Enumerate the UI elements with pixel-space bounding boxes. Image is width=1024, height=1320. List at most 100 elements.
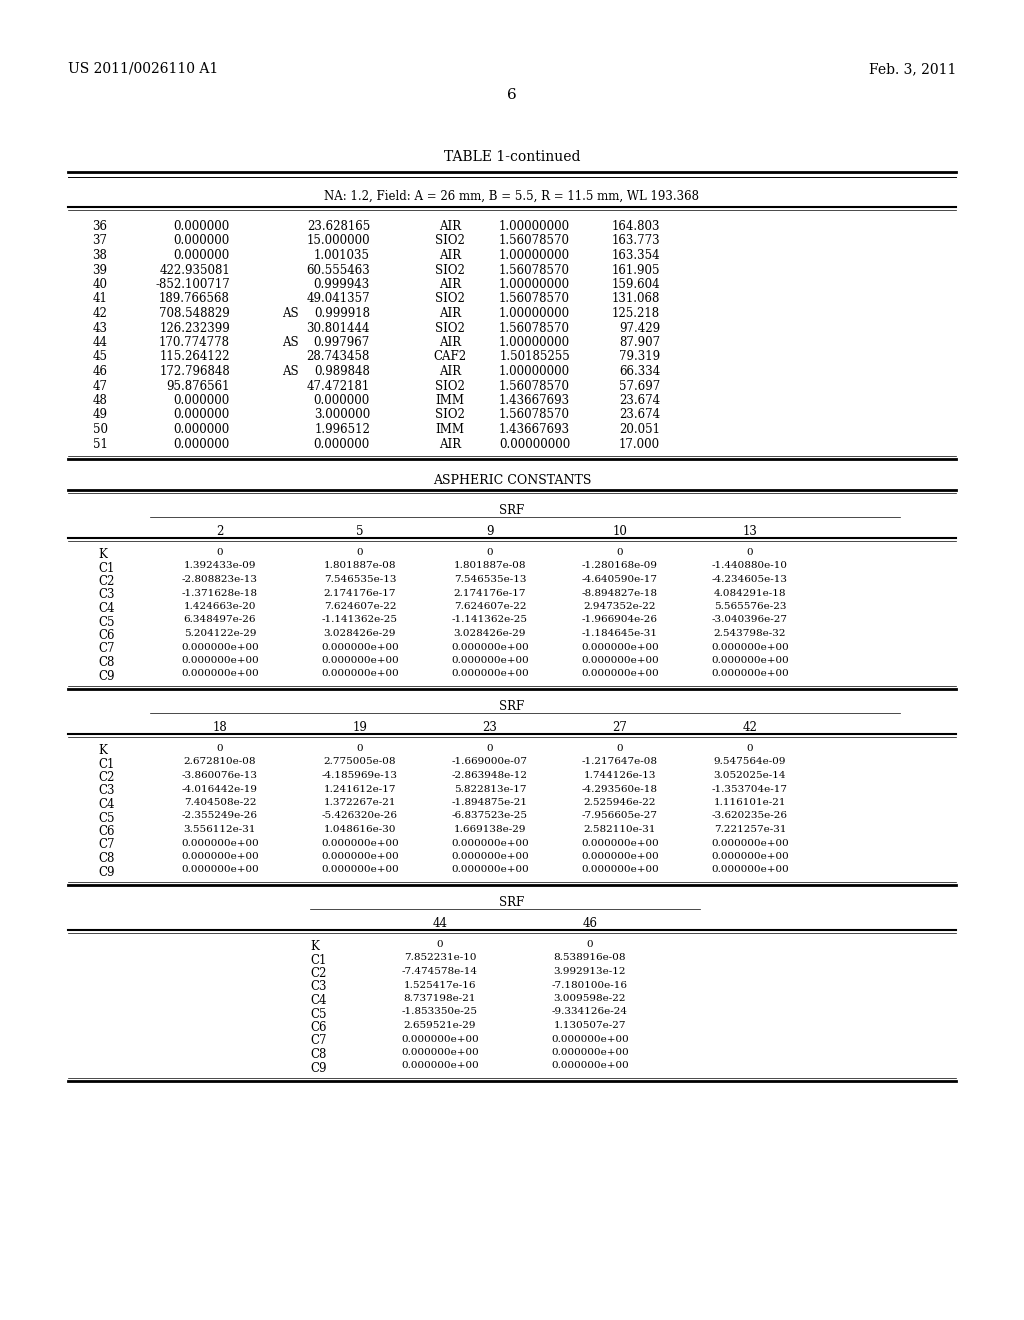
Text: C6: C6 xyxy=(98,630,115,642)
Text: -7.180100e-16: -7.180100e-16 xyxy=(552,981,628,990)
Text: 0.000000e+00: 0.000000e+00 xyxy=(711,656,788,665)
Text: 20.051: 20.051 xyxy=(618,422,660,436)
Text: 46: 46 xyxy=(92,366,108,378)
Text: C3: C3 xyxy=(98,589,115,602)
Text: C7: C7 xyxy=(310,1035,327,1048)
Text: 23: 23 xyxy=(482,721,498,734)
Text: 1.801887e-08: 1.801887e-08 xyxy=(324,561,396,570)
Text: -2.863948e-12: -2.863948e-12 xyxy=(452,771,528,780)
Text: 0.000000e+00: 0.000000e+00 xyxy=(181,838,259,847)
Text: 0.000000: 0.000000 xyxy=(174,235,230,248)
Text: 0: 0 xyxy=(356,548,364,557)
Text: 1.996512: 1.996512 xyxy=(314,422,370,436)
Text: SRF: SRF xyxy=(500,504,524,517)
Text: 18: 18 xyxy=(213,721,227,734)
Text: C1: C1 xyxy=(98,758,115,771)
Text: 1.43667693: 1.43667693 xyxy=(499,422,570,436)
Text: 0: 0 xyxy=(587,940,593,949)
Text: 1.00000000: 1.00000000 xyxy=(499,337,570,348)
Text: -1.966904e-26: -1.966904e-26 xyxy=(582,615,658,624)
Text: -3.620235e-26: -3.620235e-26 xyxy=(712,812,788,821)
Text: 27: 27 xyxy=(612,721,628,734)
Text: 1.50185255: 1.50185255 xyxy=(500,351,570,363)
Text: 42: 42 xyxy=(92,308,108,319)
Text: 0.989848: 0.989848 xyxy=(314,366,370,378)
Text: 0.000000e+00: 0.000000e+00 xyxy=(452,838,528,847)
Text: 1.801887e-08: 1.801887e-08 xyxy=(454,561,526,570)
Text: C7: C7 xyxy=(98,643,115,656)
Text: K: K xyxy=(98,744,106,756)
Text: 17.000: 17.000 xyxy=(618,437,660,450)
Text: 2.174176e-17: 2.174176e-17 xyxy=(454,589,526,598)
Text: -1.669000e-07: -1.669000e-07 xyxy=(452,758,528,767)
Text: 0: 0 xyxy=(356,744,364,752)
Text: SIO2: SIO2 xyxy=(435,408,465,421)
Text: C6: C6 xyxy=(310,1020,327,1034)
Text: C6: C6 xyxy=(98,825,115,838)
Text: C5: C5 xyxy=(98,615,115,628)
Text: 1.56078570: 1.56078570 xyxy=(499,293,570,305)
Text: 23.674: 23.674 xyxy=(618,393,660,407)
Text: 1.00000000: 1.00000000 xyxy=(499,308,570,319)
Text: 9: 9 xyxy=(486,525,494,539)
Text: 7.546535e-13: 7.546535e-13 xyxy=(454,576,526,583)
Text: 1.56078570: 1.56078570 xyxy=(499,380,570,392)
Text: 66.334: 66.334 xyxy=(618,366,660,378)
Text: -4.234605e-13: -4.234605e-13 xyxy=(712,576,788,583)
Text: 7.404508e-22: 7.404508e-22 xyxy=(183,799,256,807)
Text: 49.041357: 49.041357 xyxy=(306,293,370,305)
Text: -7.956605e-27: -7.956605e-27 xyxy=(582,812,658,821)
Text: 46: 46 xyxy=(583,917,597,931)
Text: 43: 43 xyxy=(92,322,108,334)
Text: C1: C1 xyxy=(98,561,115,574)
Text: -1.440880e-10: -1.440880e-10 xyxy=(712,561,788,570)
Text: 0.000000e+00: 0.000000e+00 xyxy=(711,669,788,678)
Text: SRF: SRF xyxy=(500,700,524,713)
Text: 1.744126e-13: 1.744126e-13 xyxy=(584,771,656,780)
Text: C5: C5 xyxy=(310,1007,327,1020)
Text: 7.852231e-10: 7.852231e-10 xyxy=(403,953,476,962)
Text: 38: 38 xyxy=(92,249,108,261)
Text: 115.264122: 115.264122 xyxy=(160,351,230,363)
Text: 5.822813e-17: 5.822813e-17 xyxy=(454,784,526,793)
Text: C8: C8 xyxy=(310,1048,327,1061)
Text: 0.999918: 0.999918 xyxy=(314,308,370,319)
Text: 6.348497e-26: 6.348497e-26 xyxy=(183,615,256,624)
Text: 164.803: 164.803 xyxy=(611,220,660,234)
Text: 5.204122e-29: 5.204122e-29 xyxy=(183,630,256,638)
Text: 0.000000e+00: 0.000000e+00 xyxy=(181,866,259,874)
Text: C5: C5 xyxy=(98,812,115,825)
Text: 1.001035: 1.001035 xyxy=(314,249,370,261)
Text: AIR: AIR xyxy=(439,366,461,378)
Text: 0.000000e+00: 0.000000e+00 xyxy=(452,656,528,665)
Text: C3: C3 xyxy=(98,784,115,797)
Text: 8.737198e-21: 8.737198e-21 xyxy=(403,994,476,1003)
Text: C7: C7 xyxy=(98,838,115,851)
Text: 131.068: 131.068 xyxy=(611,293,660,305)
Text: 49: 49 xyxy=(92,408,108,421)
Text: 0.000000e+00: 0.000000e+00 xyxy=(181,643,259,652)
Text: 0.000000: 0.000000 xyxy=(313,437,370,450)
Text: 1.00000000: 1.00000000 xyxy=(499,279,570,290)
Text: 0.999943: 0.999943 xyxy=(313,279,370,290)
Text: 2.775005e-08: 2.775005e-08 xyxy=(324,758,396,767)
Text: C4: C4 xyxy=(98,799,115,810)
Text: 2.947352e-22: 2.947352e-22 xyxy=(584,602,656,611)
Text: C8: C8 xyxy=(98,851,115,865)
Text: SIO2: SIO2 xyxy=(435,235,465,248)
Text: 6: 6 xyxy=(507,88,517,102)
Text: 163.354: 163.354 xyxy=(611,249,660,261)
Text: 3.028426e-29: 3.028426e-29 xyxy=(454,630,526,638)
Text: 1.241612e-17: 1.241612e-17 xyxy=(324,784,396,793)
Text: 0: 0 xyxy=(746,548,754,557)
Text: 15.000000: 15.000000 xyxy=(306,235,370,248)
Text: 3.556112e-31: 3.556112e-31 xyxy=(183,825,256,834)
Text: 5.565576e-23: 5.565576e-23 xyxy=(714,602,786,611)
Text: -3.860076e-13: -3.860076e-13 xyxy=(182,771,258,780)
Text: 0.000000e+00: 0.000000e+00 xyxy=(551,1061,629,1071)
Text: 0.000000: 0.000000 xyxy=(174,249,230,261)
Text: C2: C2 xyxy=(310,968,327,979)
Text: 0.000000: 0.000000 xyxy=(174,393,230,407)
Text: 0.00000000: 0.00000000 xyxy=(499,437,570,450)
Text: 159.604: 159.604 xyxy=(611,279,660,290)
